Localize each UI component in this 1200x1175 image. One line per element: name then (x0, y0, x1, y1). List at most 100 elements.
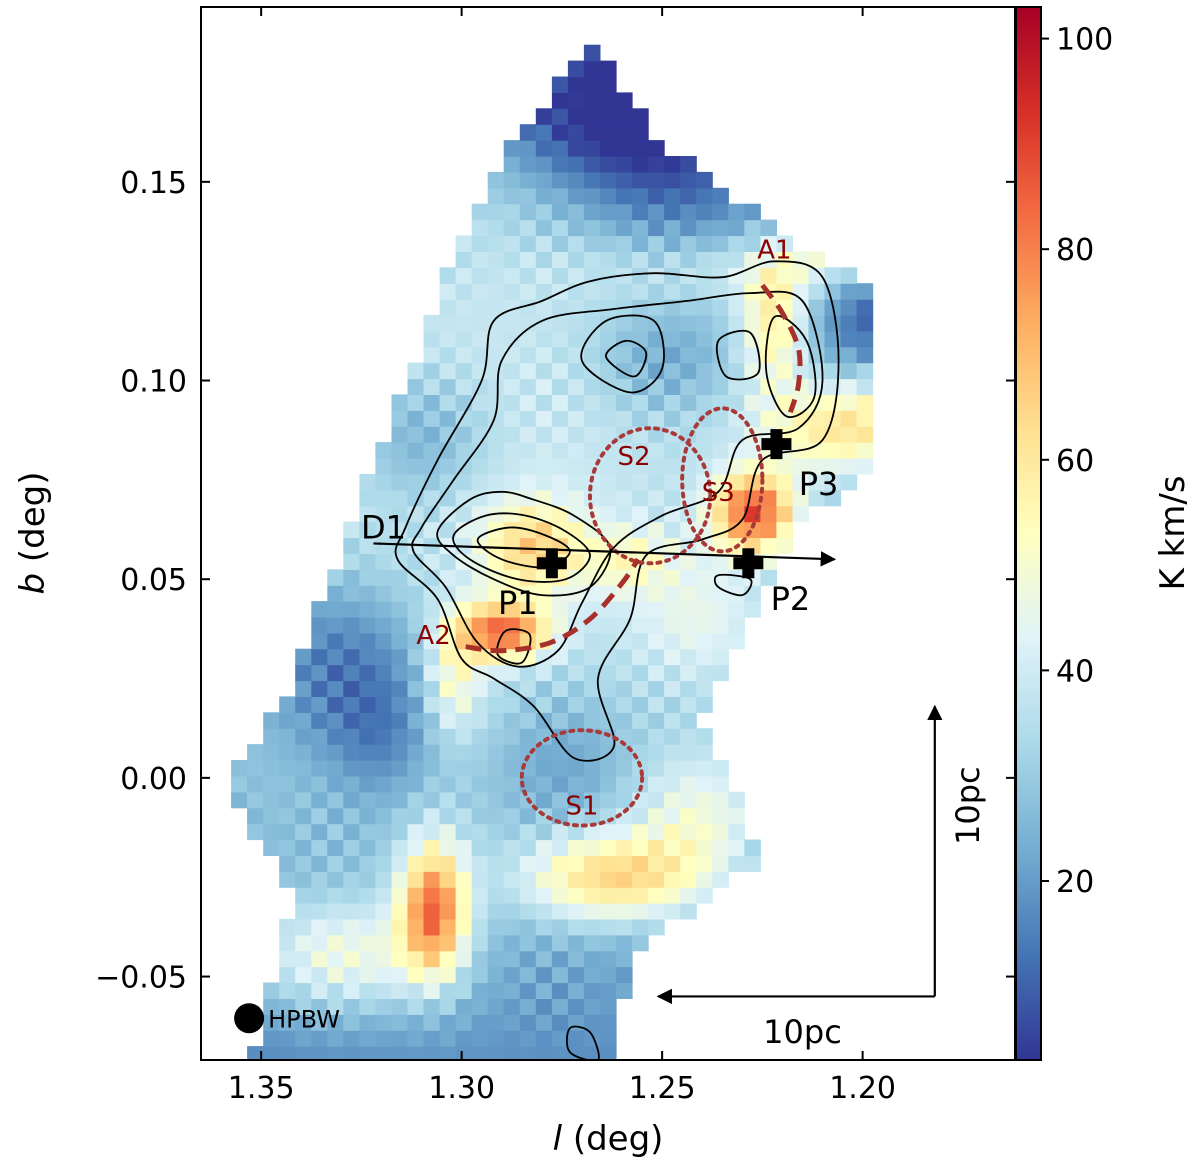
map-pixel (471, 998, 489, 1015)
map-pixel (327, 1030, 344, 1047)
map-pixel (535, 283, 553, 300)
map-pixel (551, 442, 569, 459)
map-pixel (391, 648, 409, 666)
map-pixel (567, 903, 585, 920)
map-pixel (583, 1030, 601, 1047)
map-pixel (423, 791, 441, 809)
map-pixel (487, 299, 505, 316)
map-pixel (535, 473, 553, 491)
map-pixel (311, 1030, 328, 1047)
map-pixel (712, 775, 729, 793)
map-pixel (648, 632, 665, 650)
map-pixel (439, 664, 457, 682)
map-pixel (712, 553, 729, 570)
map-pixel (567, 855, 585, 872)
map-pixel (327, 760, 344, 777)
map-pixel (728, 569, 745, 586)
map-pixel (616, 696, 633, 713)
map-pixel (359, 680, 376, 697)
map-pixel (311, 696, 328, 713)
map-pixel (375, 616, 392, 634)
map-pixel (712, 203, 729, 221)
map-pixel (551, 108, 569, 125)
map-pixel (680, 887, 697, 904)
map-pixel (696, 839, 713, 856)
map-pixel (407, 410, 425, 427)
map-pixel (567, 982, 585, 999)
map-pixel (295, 1030, 312, 1047)
map-pixel (327, 664, 344, 682)
map-pixel (728, 330, 745, 348)
map-pixel (407, 998, 425, 1015)
map-pixel (439, 871, 457, 888)
map-pixel (712, 219, 729, 237)
map-pixel (856, 378, 874, 395)
map-pixel (696, 791, 713, 809)
map-pixel (487, 537, 505, 554)
map-pixel (471, 442, 489, 459)
map-pixel (792, 362, 810, 380)
map-pixel (487, 601, 505, 618)
map-pixel (471, 235, 489, 252)
map-pixel (503, 283, 521, 300)
map-pixel (423, 760, 441, 777)
map-pixel (648, 903, 665, 920)
map-pixel (471, 569, 489, 586)
map-pixel (535, 442, 553, 459)
map-pixel (343, 760, 360, 777)
map-pixel (728, 473, 745, 491)
map-pixel (391, 775, 409, 793)
map-pixel (423, 728, 441, 745)
map-pixel (744, 219, 761, 237)
map-pixel (600, 998, 617, 1015)
map-pixel (535, 426, 553, 443)
map-pixel (423, 426, 441, 443)
map-pixel (423, 903, 441, 920)
map-pixel (423, 807, 441, 825)
map-pixel (680, 442, 697, 459)
map-pixel (487, 426, 505, 443)
map-pixel (600, 346, 617, 364)
map-pixel (664, 744, 681, 761)
map-pixel (600, 950, 617, 968)
map-pixel (840, 394, 858, 411)
contour-level-2 (580, 314, 665, 394)
map-pixel (808, 442, 826, 459)
map-pixel (632, 839, 649, 856)
map-pixel (551, 235, 569, 252)
map-pixel (648, 267, 665, 284)
map-pixel (455, 998, 473, 1015)
map-pixel (519, 124, 537, 141)
map-pixel (680, 521, 697, 539)
map-pixel (664, 696, 681, 713)
map-pixel (247, 775, 264, 793)
map-pixel (632, 728, 649, 745)
map-pixel (648, 680, 665, 697)
map-pixel (407, 950, 425, 968)
map-pixel (696, 760, 713, 777)
beam-marker (234, 1003, 265, 1034)
map-pixel (455, 871, 473, 888)
map-pixel (632, 918, 649, 936)
map-pixel (583, 553, 601, 570)
map-pixel (760, 219, 777, 237)
map-pixel (616, 553, 633, 570)
peak-label-p1: P1 (498, 584, 538, 622)
contour-level-5 (476, 526, 571, 569)
map-pixel (583, 664, 601, 682)
map-pixel (455, 283, 473, 300)
map-pixel (583, 346, 601, 364)
map-pixel (616, 585, 633, 602)
map-pixel (600, 791, 617, 809)
map-pixel (423, 1014, 441, 1031)
map-pixel (359, 553, 376, 570)
peak-marker-p2 (733, 548, 764, 579)
map-pixel (487, 330, 505, 348)
map-pixel (535, 918, 553, 936)
map-pixel (648, 760, 665, 777)
map-pixel (391, 903, 409, 920)
map-pixel (600, 823, 617, 841)
x-axis-title: l (deg) (553, 1119, 664, 1159)
map-pixel (391, 632, 409, 650)
map-pixel (295, 1014, 312, 1031)
